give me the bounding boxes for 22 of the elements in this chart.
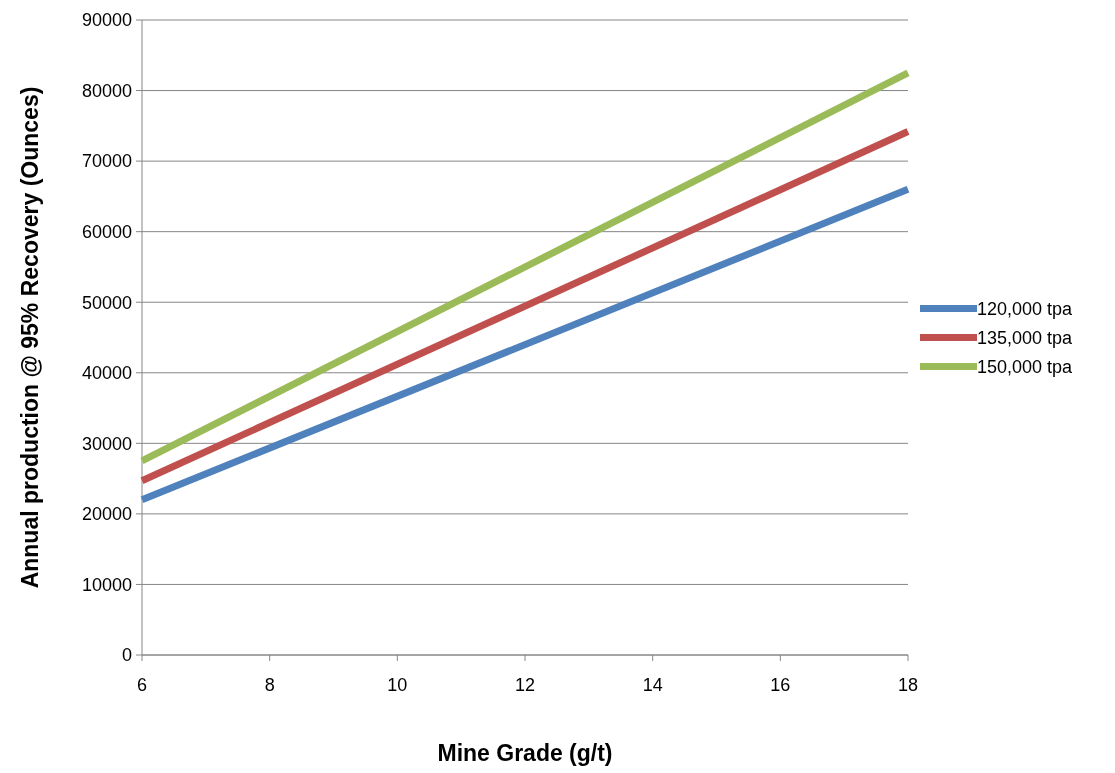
y-tick-label: 90000 xyxy=(81,10,132,31)
x-tick-label: 6 xyxy=(136,675,148,695)
y-tick-label: 0 xyxy=(121,645,132,666)
legend-label: 120,000 tpa xyxy=(977,298,1074,319)
legend-label: 135,000 tpa xyxy=(977,327,1074,348)
x-tick-label: 16 xyxy=(770,675,791,695)
x-tick-label: 10 xyxy=(387,675,408,695)
y-axis-title: Annual production @ 95% Recovery (Ounces) xyxy=(17,86,43,589)
x-tick-label: 14 xyxy=(642,675,663,695)
y-tick-label: 50000 xyxy=(81,292,132,313)
y-tick-label: 70000 xyxy=(81,151,132,172)
x-tick-label: 12 xyxy=(514,675,536,695)
y-tick-label: 60000 xyxy=(81,221,132,242)
x-tick-label: 18 xyxy=(897,675,919,695)
legend-label: 150,000 tpa xyxy=(977,356,1074,377)
y-tick-label: 30000 xyxy=(81,433,132,454)
y-tick-label: 40000 xyxy=(81,363,132,384)
y-tick-label: 80000 xyxy=(81,80,132,101)
x-tick-label: 8 xyxy=(264,675,275,695)
y-tick-label: 10000 xyxy=(81,574,132,595)
y-tick-label: 20000 xyxy=(81,504,132,525)
x-axis-title: Mine Grade (g/t) xyxy=(437,740,613,766)
